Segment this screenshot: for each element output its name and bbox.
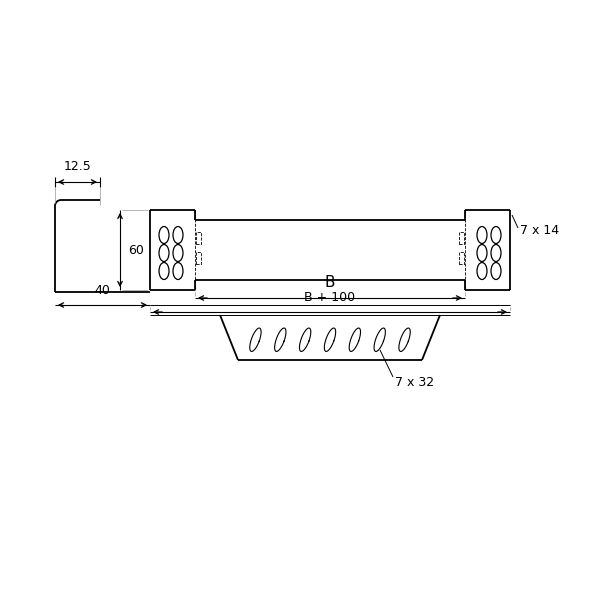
- Text: 12.5: 12.5: [64, 160, 91, 173]
- Text: B: B: [325, 275, 335, 290]
- Text: B + 100: B + 100: [304, 291, 356, 304]
- Text: 7 x 14: 7 x 14: [520, 223, 559, 236]
- Text: 60: 60: [128, 244, 144, 257]
- Text: 7 x 32: 7 x 32: [395, 376, 434, 389]
- Text: 40: 40: [95, 284, 110, 297]
